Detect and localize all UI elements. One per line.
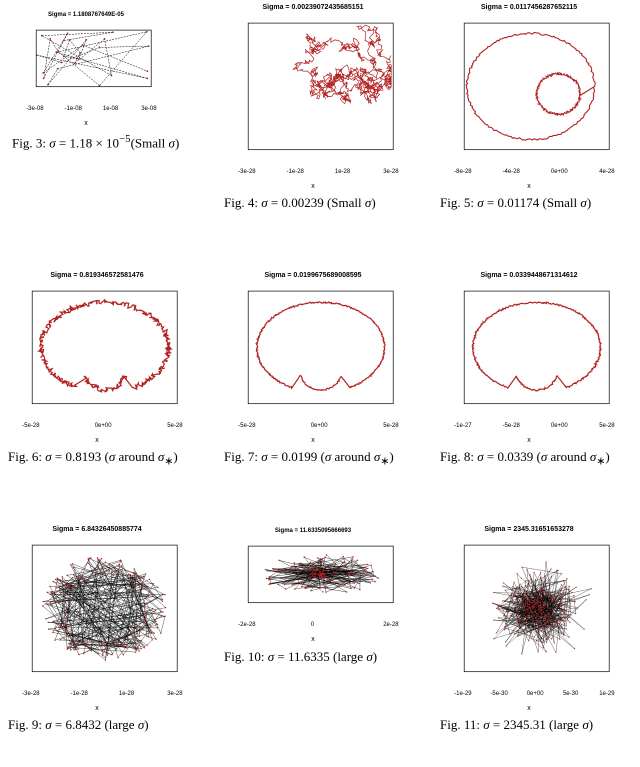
figure-caption: Fig. 6: σ = 0.8193 (σ around σ∗) [8, 448, 186, 469]
tick: -3e-08 [26, 106, 43, 112]
x-axis-label: x [224, 183, 402, 190]
x-ticks: -2e-2802e-28 [224, 628, 402, 636]
plot-title: Sigma = 0.819346572581476 [8, 272, 186, 279]
tick: -5e-28 [22, 423, 39, 429]
figure-caption: Fig. 9: σ = 6.8432 (large σ) [8, 716, 186, 734]
tick: 0 [311, 622, 314, 628]
x-ticks: -3e-28-1e-281e-283e-28 [8, 697, 186, 705]
x-axis-label: x [440, 183, 618, 190]
figure-fig10: Sigma = 11.6335095666693-2e-2802e-28xFig… [224, 528, 402, 666]
tick: -1e-28 [71, 691, 88, 697]
plot-svg [440, 279, 618, 429]
x-ticks: -1e-29-5e-300e+005e-301e-29 [440, 697, 618, 705]
plot-svg [224, 11, 402, 175]
tick: 0e+00 [95, 423, 112, 429]
x-axis-label: x [8, 705, 186, 712]
tick: 3e-28 [167, 691, 182, 697]
tick: 0e+00 [551, 169, 568, 175]
figure-fig8: Sigma = 0.0339448671314612-1e-27-5e-280e… [440, 272, 618, 469]
tick: 1e-29 [599, 691, 614, 697]
figure-caption: Fig. 8: σ = 0.0339 (σ around σ∗) [440, 448, 618, 469]
x-ticks: -5e-280e+005e-28 [224, 429, 402, 437]
tick: -3e-28 [238, 169, 255, 175]
plot-title: Sigma = 6.84326450885774 [8, 526, 186, 533]
plot-area: Sigma = 2345.31651653278-1e-29-5e-300e+0… [440, 526, 618, 706]
figure-caption: Fig. 7: σ = 0.0199 (σ around σ∗) [224, 448, 402, 469]
tick: 5e-28 [383, 423, 398, 429]
x-ticks: -3e-28-1e-281e-283e-28 [224, 175, 402, 183]
figure-caption: Fig. 5: σ = 0.01174 (Small σ) [440, 194, 618, 212]
plot-title: Sigma = 0.00239072435685151 [224, 4, 402, 11]
plot-area: Sigma = 0.00239072435685151-3e-28-1e-281… [224, 4, 402, 184]
figure-fig7: Sigma = 0.0199675689008595-5e-280e+005e-… [224, 272, 402, 469]
figure-caption: Fig. 11: σ = 2345.31 (large σ) [440, 716, 618, 734]
x-axis-label: x [224, 636, 402, 643]
figure-fig11: Sigma = 2345.31651653278-1e-29-5e-300e+0… [440, 526, 618, 734]
plot-area: Sigma = 1.1808767649E-05-3e-08-1e-081e-0… [12, 12, 160, 122]
x-axis-label: x [12, 120, 160, 127]
tick: -5e-30 [490, 691, 507, 697]
x-ticks: -3e-08-1e-081e-083e-08 [12, 112, 160, 120]
tick: 3e-08 [141, 106, 156, 112]
tick: 1e-28 [119, 691, 134, 697]
plot-svg [224, 279, 402, 429]
plot-area: Sigma = 0.819346572581476-5e-280e+005e-2… [8, 272, 186, 438]
figure-caption: Fig. 4: σ = 0.00239 (Small σ) [224, 194, 402, 212]
tick: -1e-27 [454, 423, 471, 429]
tick: 2e-28 [383, 622, 398, 628]
tick: 1e-08 [103, 106, 118, 112]
figure-caption: Fig. 3: σ = 1.18 × 10−5(Small σ) [12, 132, 192, 152]
tick: 5e-30 [563, 691, 578, 697]
plot-title: Sigma = 0.0339448671314612 [440, 272, 618, 279]
x-axis-label: x [224, 437, 402, 444]
tick: -1e-28 [287, 169, 304, 175]
plot-svg [224, 534, 402, 628]
x-ticks: -1e-27-5e-280e+005e-28 [440, 429, 618, 437]
tick: -4e-28 [503, 169, 520, 175]
plot-svg [8, 279, 186, 429]
plot-title: Sigma = 2345.31651653278 [440, 526, 618, 533]
tick: -5e-28 [238, 423, 255, 429]
tick: -5e-28 [503, 423, 520, 429]
figure-fig4: Sigma = 0.00239072435685151-3e-28-1e-281… [224, 4, 402, 212]
figure-fig3: Sigma = 1.1808767649E-05-3e-08-1e-081e-0… [12, 12, 192, 152]
tick: 5e-28 [599, 423, 614, 429]
tick: -8e-28 [454, 169, 471, 175]
plot-area: Sigma = 0.0199675689008595-5e-280e+005e-… [224, 272, 402, 438]
plot-svg [12, 18, 160, 112]
tick: -1e-08 [65, 106, 82, 112]
plot-area: Sigma = 6.84326450885774-3e-28-1e-281e-2… [8, 526, 186, 706]
tick: 4e-28 [599, 169, 614, 175]
x-axis-label: x [440, 437, 618, 444]
figure-caption: Fig. 10: σ = 11.6335 (large σ) [224, 648, 402, 666]
tick: 0e+00 [527, 691, 544, 697]
plot-svg [440, 11, 618, 175]
tick: 1e-28 [335, 169, 350, 175]
plot-title: Sigma = 0.0117456287652115 [440, 4, 618, 11]
tick: -2e-28 [238, 622, 255, 628]
plot-area: Sigma = 11.6335095666693-2e-2802e-28x [224, 528, 402, 638]
tick: 3e-28 [383, 169, 398, 175]
plot-title: Sigma = 0.0199675689008595 [224, 272, 402, 279]
x-ticks: -5e-280e+005e-28 [8, 429, 186, 437]
tick: -3e-28 [22, 691, 39, 697]
figure-fig6: Sigma = 0.819346572581476-5e-280e+005e-2… [8, 272, 186, 469]
plot-svg [440, 533, 618, 697]
x-axis-label: x [8, 437, 186, 444]
tick: 0e+00 [311, 423, 328, 429]
tick: -1e-29 [454, 691, 471, 697]
plot-area: Sigma = 0.0339448671314612-1e-27-5e-280e… [440, 272, 618, 438]
plot-area: Sigma = 0.0117456287652115-8e-28-4e-280e… [440, 4, 618, 184]
tick: 5e-28 [167, 423, 182, 429]
tick: 0e+00 [551, 423, 568, 429]
figure-fig5: Sigma = 0.0117456287652115-8e-28-4e-280e… [440, 4, 618, 212]
x-ticks: -8e-28-4e-280e+004e-28 [440, 175, 618, 183]
plot-svg [8, 533, 186, 697]
x-axis-label: x [440, 705, 618, 712]
figure-fig9: Sigma = 6.84326450885774-3e-28-1e-281e-2… [8, 526, 186, 734]
